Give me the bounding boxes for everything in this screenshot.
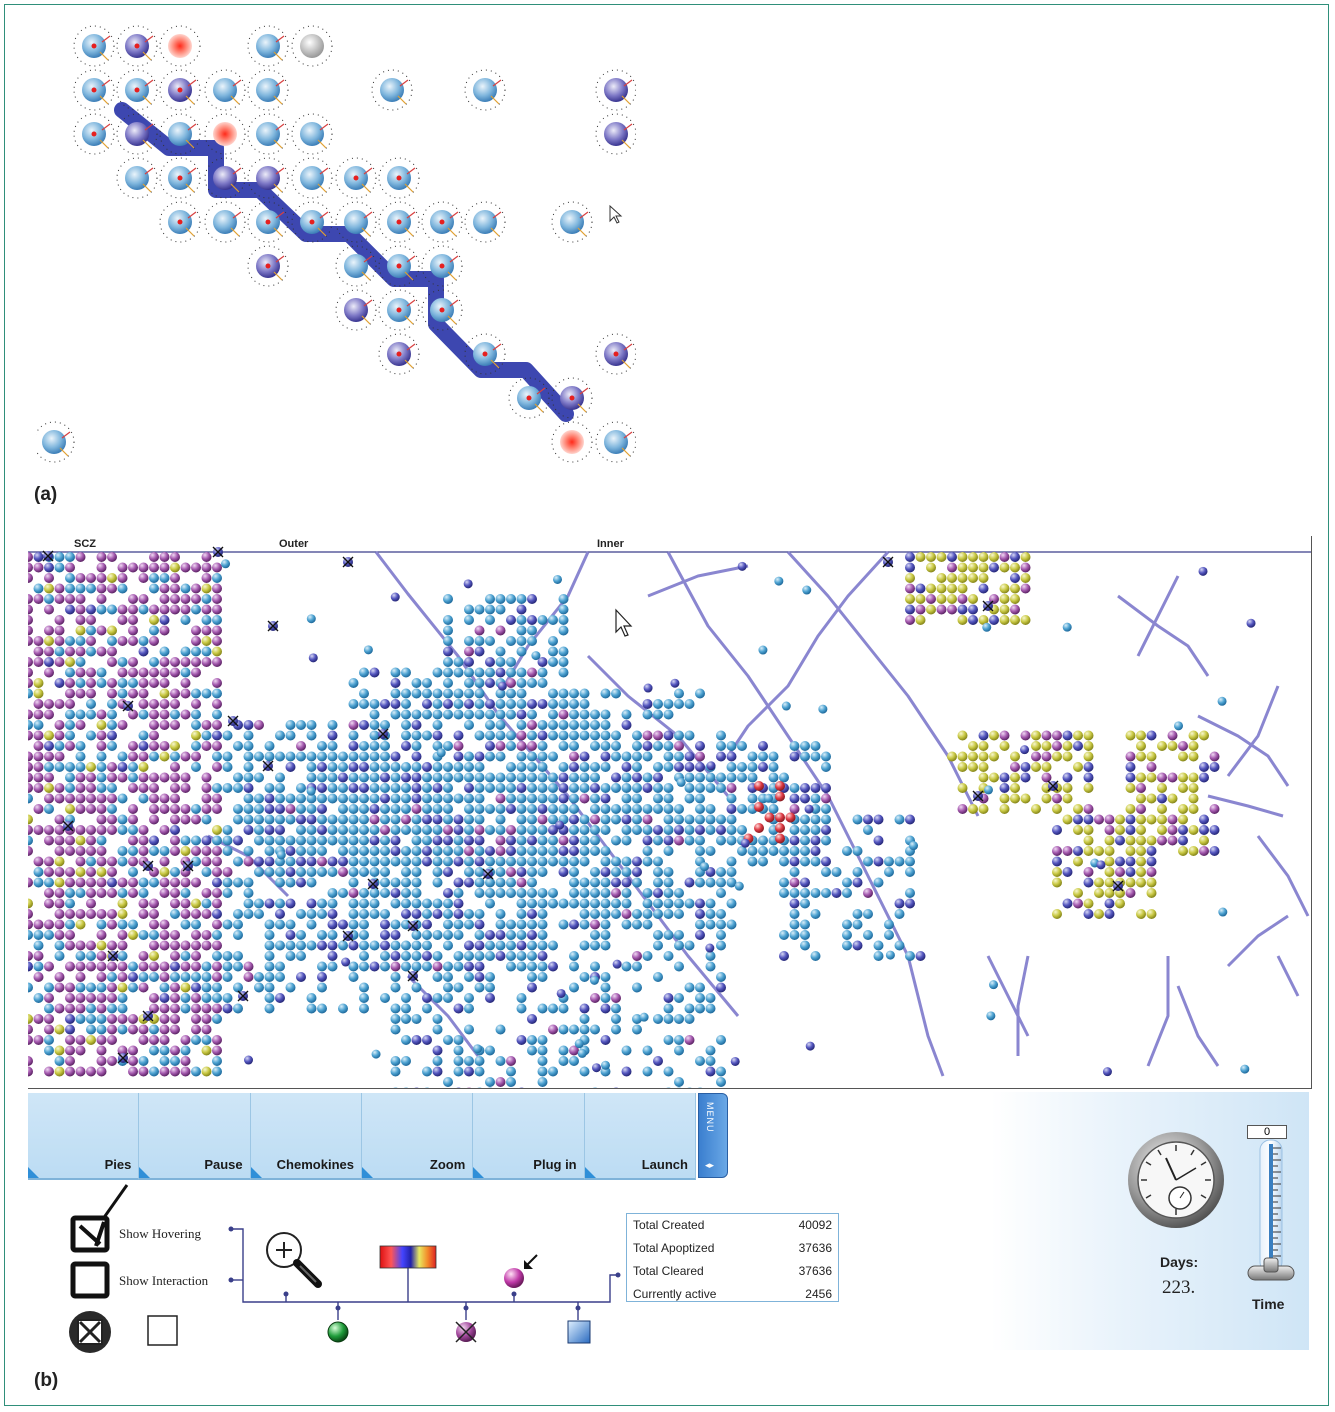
zone-label-inner: Inner	[597, 538, 624, 550]
control-panel	[69, 1184, 621, 1353]
stat-row-created: Total Created 40092	[633, 1216, 832, 1236]
corner-triangle-icon	[28, 1167, 39, 1178]
menu-button-label: Plug in	[533, 1157, 577, 1172]
corner-triangle-icon	[250, 1167, 262, 1178]
vessel-network	[207, 550, 1310, 1077]
stat-label: Currently active	[633, 1287, 717, 1301]
color-gradient-icon[interactable]	[379, 1245, 437, 1269]
menu-button-plugin[interactable]: Plug in	[473, 1093, 585, 1180]
simulation-canvas[interactable]	[28, 536, 1311, 1088]
show-hovering-label[interactable]: Show Hovering	[119, 1226, 201, 1241]
crossed-cell-icon[interactable]	[455, 1321, 477, 1343]
corner-triangle-icon	[139, 1167, 151, 1178]
menu-tab[interactable]: MENU ◂▸	[698, 1093, 728, 1178]
stat-value: 37636	[798, 1241, 832, 1255]
corner-triangle-icon	[584, 1167, 596, 1178]
empty-square-icon[interactable]	[147, 1315, 178, 1346]
green-cell-icon[interactable]	[327, 1321, 349, 1343]
stat-value: 40092	[798, 1218, 832, 1232]
days-value: 223.	[1162, 1277, 1196, 1298]
pointer-cell-icon[interactable]	[504, 1254, 538, 1288]
menu-button-pies[interactable]: Pies	[28, 1093, 140, 1180]
stat-label: Total Created	[633, 1218, 705, 1232]
stats-table: Total Created 40092 Total Apoptized 3763…	[626, 1213, 839, 1302]
crossed-circle-icon[interactable]	[69, 1311, 111, 1353]
menu-tab-label: MENU	[705, 1102, 715, 1133]
time-controls	[1128, 1132, 1295, 1281]
panel-a-label: (a)	[34, 484, 58, 505]
cursor-icon	[609, 204, 623, 224]
dead-cell-markers	[42, 546, 1124, 1064]
time-label: Time	[1252, 1296, 1285, 1312]
gradient-square-icon[interactable]	[567, 1320, 591, 1344]
menu-button-chemokines[interactable]: Chemokines	[250, 1093, 362, 1180]
show-hovering-checkbox[interactable]	[70, 1215, 110, 1253]
stat-label: Total Apoptized	[633, 1241, 715, 1255]
menu-button-label: Zoom	[429, 1157, 466, 1172]
time-slider-icon[interactable]	[1247, 1139, 1295, 1281]
stat-row-cleared: Total Cleared 37636	[633, 1262, 832, 1282]
panel-b-simulation-view[interactable]	[28, 536, 1312, 1089]
stat-row-active: Currently active 2456	[633, 1285, 832, 1305]
cell-migration-path	[114, 102, 574, 422]
panel-a-simulation-view	[36, 25, 636, 463]
corner-triangle-icon	[473, 1167, 485, 1178]
zone-label-outer: Outer	[279, 538, 309, 550]
cell-grid	[36, 25, 636, 463]
menu-button-label: Launch	[641, 1157, 688, 1172]
menu-button-label: Chemokines	[276, 1157, 354, 1172]
panel-b-label: (b)	[34, 1370, 59, 1391]
cell-population	[28, 552, 1256, 1088]
menu-button-label: Pies	[104, 1157, 132, 1172]
menu-button-launch[interactable]: Launch	[584, 1093, 696, 1180]
days-label: Days:	[1160, 1254, 1199, 1270]
stat-value: 2456	[805, 1287, 832, 1301]
stat-row-apoptized: Total Apoptized 37636	[633, 1239, 832, 1259]
show-interaction-checkbox[interactable]	[70, 1261, 110, 1299]
magnifier-icon[interactable]	[266, 1232, 322, 1288]
cursor-icon	[615, 608, 633, 637]
stat-value: 37636	[798, 1264, 832, 1278]
menu-button-zoom[interactable]: Zoom	[361, 1093, 474, 1180]
zone-label-scz: SCZ	[74, 538, 96, 550]
menu-arrows-icon: ◂▸	[705, 1160, 715, 1170]
stat-label: Total Cleared	[633, 1264, 704, 1278]
corner-triangle-icon	[361, 1167, 373, 1178]
menu-bar: Pies Pause Chemokines Zoom Plug in Launch	[28, 1093, 696, 1180]
menu-button-pause[interactable]: Pause	[139, 1093, 251, 1180]
time-counter-field[interactable]: 0	[1247, 1125, 1287, 1139]
clock-icon	[1128, 1132, 1224, 1228]
show-interaction-label[interactable]: Show Interaction	[119, 1273, 209, 1288]
menu-button-label: Pause	[204, 1157, 243, 1172]
